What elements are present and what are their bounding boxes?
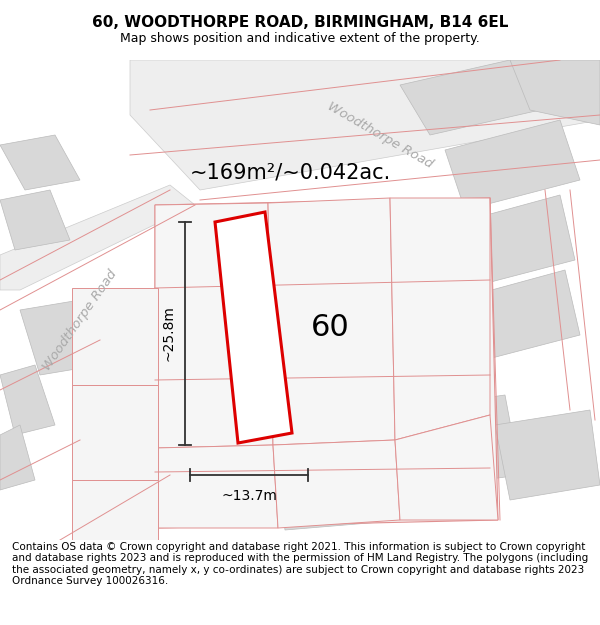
Polygon shape — [0, 135, 80, 190]
Polygon shape — [510, 60, 600, 125]
Polygon shape — [20, 300, 100, 375]
Text: Woodthorpe Road: Woodthorpe Road — [40, 268, 119, 372]
Polygon shape — [215, 212, 292, 443]
Text: 60, WOODTHORPE ROAD, BIRMINGHAM, B14 6EL: 60, WOODTHORPE ROAD, BIRMINGHAM, B14 6EL — [92, 15, 508, 30]
Text: ~13.7m: ~13.7m — [221, 489, 277, 503]
Polygon shape — [0, 425, 35, 490]
Polygon shape — [0, 190, 70, 250]
Polygon shape — [130, 60, 600, 190]
Polygon shape — [275, 443, 405, 530]
Polygon shape — [165, 447, 270, 518]
Polygon shape — [445, 120, 580, 210]
Polygon shape — [400, 395, 520, 490]
Text: Map shows position and indicative extent of the property.: Map shows position and indicative extent… — [120, 32, 480, 45]
Polygon shape — [72, 385, 158, 480]
Polygon shape — [155, 445, 278, 528]
Polygon shape — [395, 415, 498, 520]
Text: ~169m²/~0.042ac.: ~169m²/~0.042ac. — [190, 162, 391, 182]
Text: Woodthorpe Road: Woodthorpe Road — [325, 99, 435, 171]
Polygon shape — [0, 365, 55, 435]
Polygon shape — [400, 60, 540, 135]
Text: ~25.8m: ~25.8m — [161, 306, 175, 361]
Polygon shape — [455, 270, 580, 365]
Polygon shape — [450, 195, 575, 290]
Polygon shape — [72, 288, 158, 385]
Polygon shape — [0, 185, 195, 290]
Polygon shape — [268, 198, 395, 445]
Text: 60: 60 — [311, 314, 349, 342]
Polygon shape — [495, 410, 600, 500]
Polygon shape — [155, 203, 273, 448]
Polygon shape — [273, 440, 400, 528]
Polygon shape — [390, 198, 490, 440]
Polygon shape — [72, 480, 158, 540]
Text: Contains OS data © Crown copyright and database right 2021. This information is : Contains OS data © Crown copyright and d… — [12, 542, 588, 586]
Polygon shape — [155, 198, 498, 528]
